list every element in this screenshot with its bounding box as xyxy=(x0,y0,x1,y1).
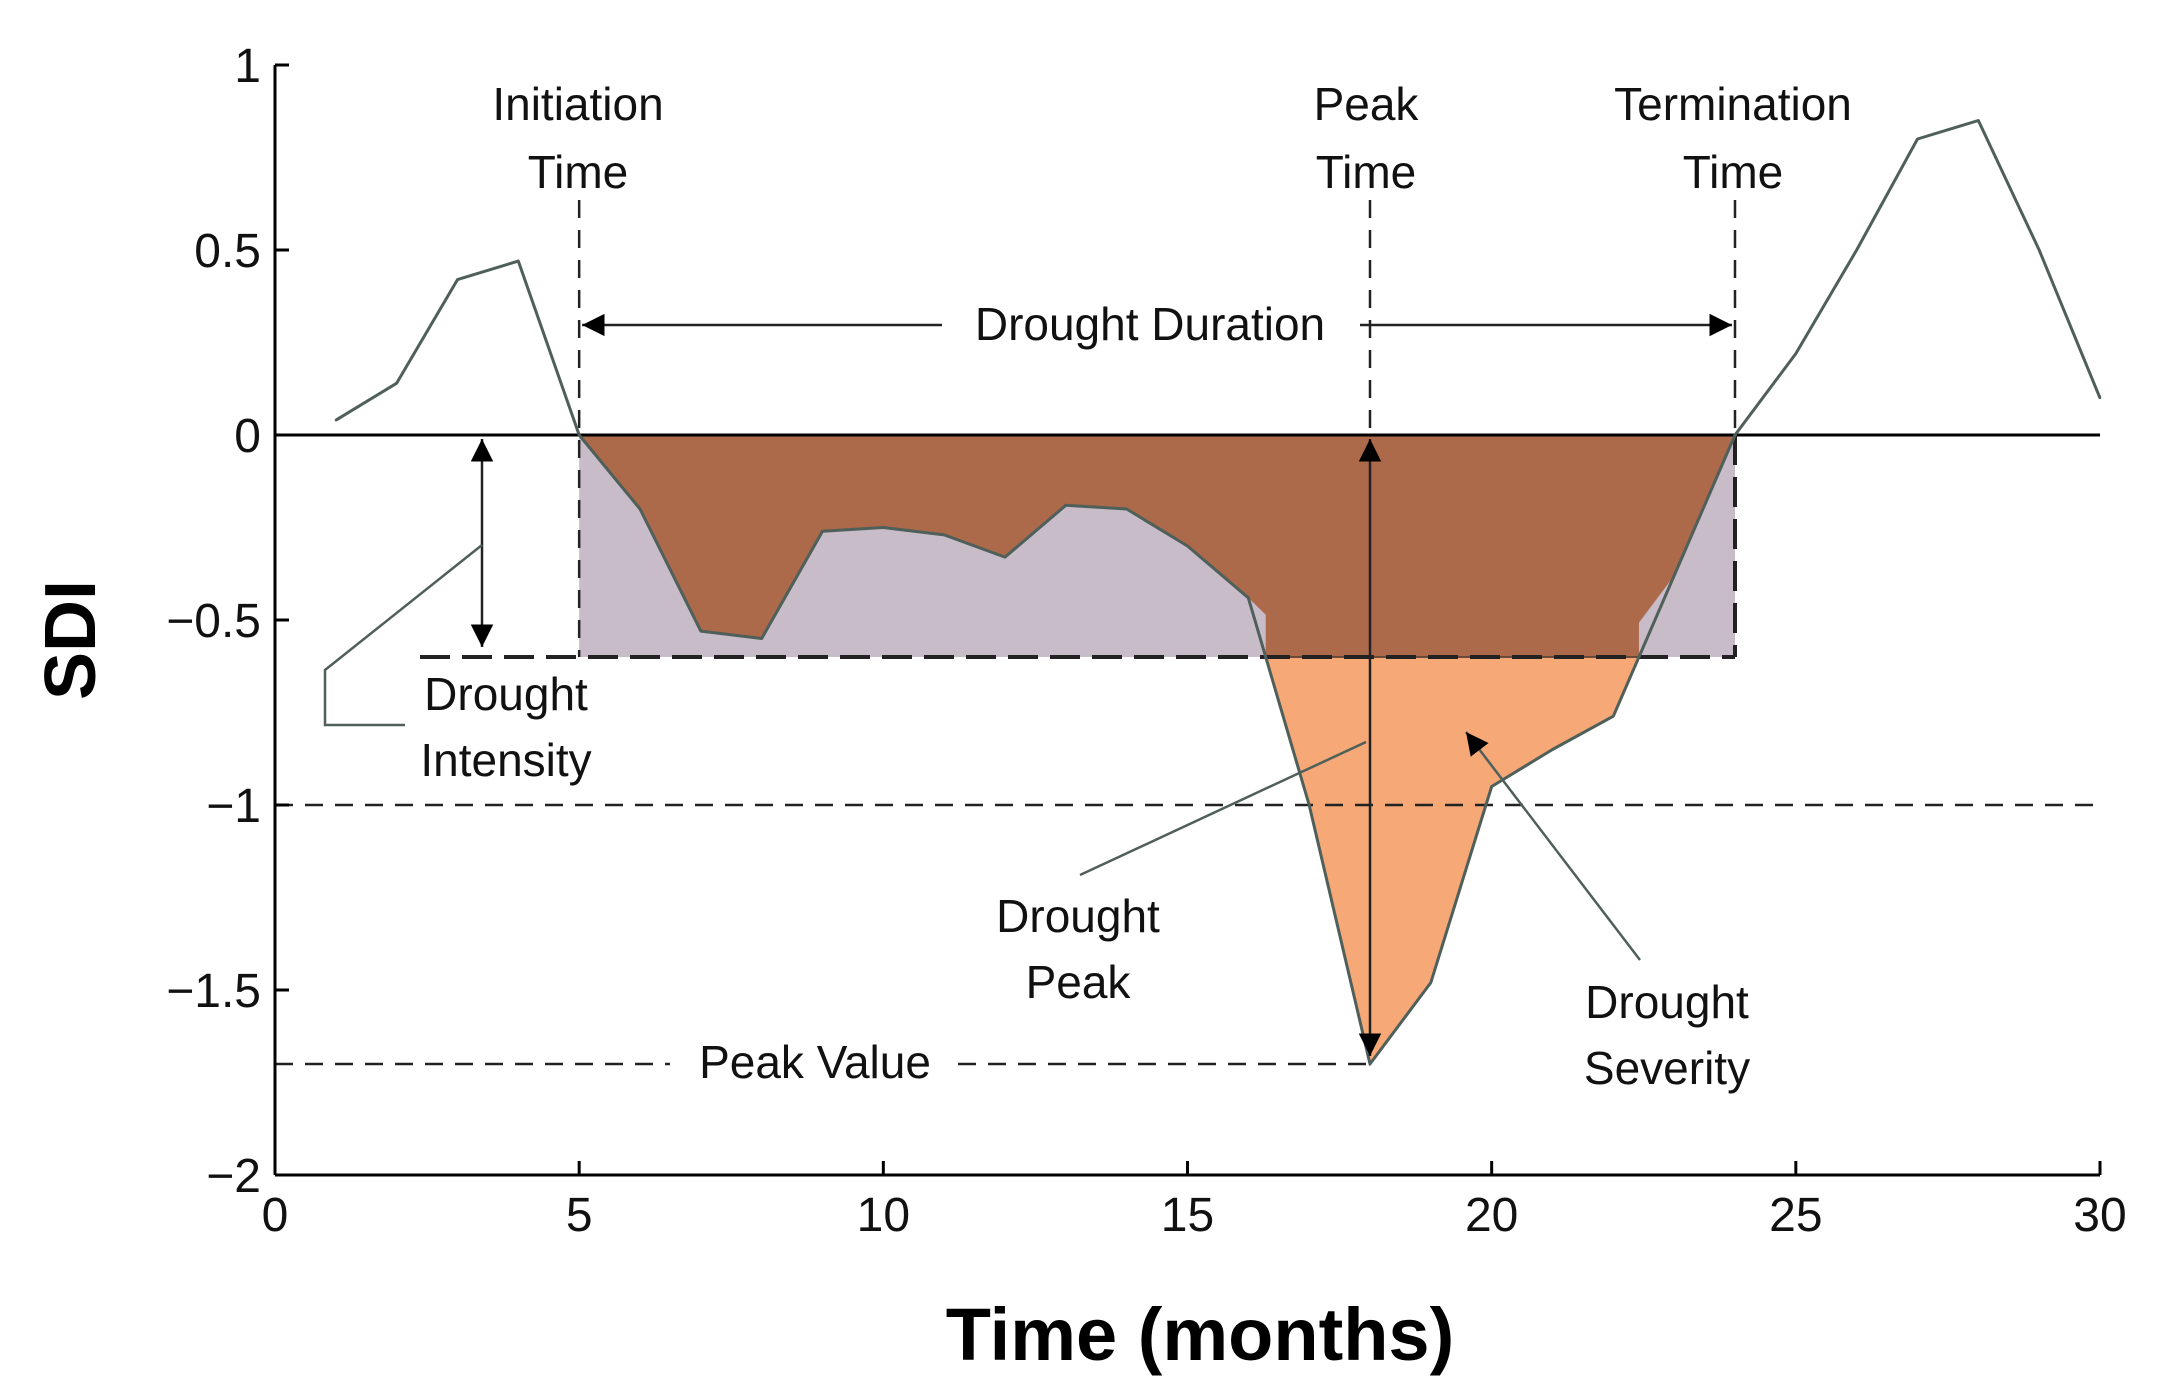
sdi-point xyxy=(760,637,763,640)
drought-severity-label-line1: Drought xyxy=(1585,976,1749,1028)
sdi-point xyxy=(456,278,459,281)
x-tick-label: 10 xyxy=(857,1189,910,1242)
sdi-point xyxy=(1307,803,1311,807)
x-axis-title: Time (months) xyxy=(946,1293,1454,1376)
termination-time-label-line2: Time xyxy=(1683,146,1784,198)
drought-severity-label-line2: Severity xyxy=(1584,1042,1750,1094)
sdi-point xyxy=(1916,137,1919,141)
sdi-point xyxy=(517,259,520,263)
drought-duration-label-bg xyxy=(942,294,1360,356)
x-tick-label: 0 xyxy=(262,1189,289,1242)
sdi-point xyxy=(942,533,946,537)
drought-peak-label-line1: Drought xyxy=(996,890,1160,942)
drought-duration-label: Drought Duration xyxy=(975,298,1325,350)
y-tick-label: 1 xyxy=(234,40,261,93)
peak-time-label-line1: Peak xyxy=(1314,78,1420,130)
sdi-point xyxy=(1551,748,1554,751)
x-tick-label: 30 xyxy=(2073,1189,2126,1242)
sdi-point xyxy=(1794,352,1798,355)
drought-intensity-label-line2: Intensity xyxy=(420,734,591,786)
sdi-series-line xyxy=(335,119,2102,1066)
y-tick-label: −1.5 xyxy=(166,965,261,1018)
sdi-point xyxy=(1733,433,1737,437)
y-tick-label: 0 xyxy=(234,410,261,463)
initiation-time-label-line2: Time xyxy=(528,146,629,198)
drought-severity-arrow xyxy=(1465,731,1641,961)
sdi-point xyxy=(1855,248,1858,252)
y-tick-label: −2 xyxy=(206,1150,261,1203)
y-axis-title: SDI xyxy=(31,580,111,700)
x-tick-label: 20 xyxy=(1465,1189,1518,1242)
y-tick-label: −1 xyxy=(206,780,261,833)
sdi-point xyxy=(1125,507,1128,511)
sdi-points xyxy=(334,119,2102,1066)
sdi-point xyxy=(1186,544,1189,548)
drought-deficit-band xyxy=(1265,435,1639,657)
drought-intensity-leader xyxy=(323,544,483,727)
sdi-point xyxy=(699,629,703,633)
sdi-point xyxy=(1368,1062,1372,1066)
sdi-point xyxy=(882,526,885,529)
sdi-point xyxy=(1490,785,1493,788)
sdi-point xyxy=(1003,555,1007,559)
initiation-time-label-line1: Initiation xyxy=(492,78,663,130)
sdi-point xyxy=(1247,596,1250,599)
peak-value-label: Peak Value xyxy=(699,1036,931,1088)
sdi-point xyxy=(638,507,642,511)
sdi-point xyxy=(1977,119,1980,122)
x-tick-label: 5 xyxy=(566,1189,593,1242)
sdi-point xyxy=(577,433,581,437)
sdi-point xyxy=(1612,715,1615,718)
sdi-point xyxy=(395,382,398,385)
drought-peak-label-line2: Peak xyxy=(1026,956,1132,1008)
y-tick-label: 0.5 xyxy=(194,225,261,278)
drought-peak-leader xyxy=(1079,740,1367,877)
x-tick-label: 15 xyxy=(1161,1189,1214,1242)
peak-time-label-line2: Time xyxy=(1316,146,1417,198)
y-tick-label: −0.5 xyxy=(166,595,261,648)
sdi-point xyxy=(2037,248,2041,252)
sdi-point xyxy=(821,530,824,533)
sdi-point xyxy=(1064,504,1068,507)
x-tick-label: 25 xyxy=(1769,1189,1822,1242)
sdi-point xyxy=(2098,396,2102,400)
drought-intensity-label-line1: Drought xyxy=(424,668,588,720)
axes: 10.50−0.5−1−1.5−20 5 10 15 20 25 30 xyxy=(166,40,2126,1242)
peak-value-label-bg xyxy=(670,1034,958,1094)
sdi-point xyxy=(1429,981,1433,984)
sdi-point xyxy=(1672,574,1676,577)
sdi-point xyxy=(334,419,338,422)
termination-time-label-line1: Termination xyxy=(1614,78,1852,130)
